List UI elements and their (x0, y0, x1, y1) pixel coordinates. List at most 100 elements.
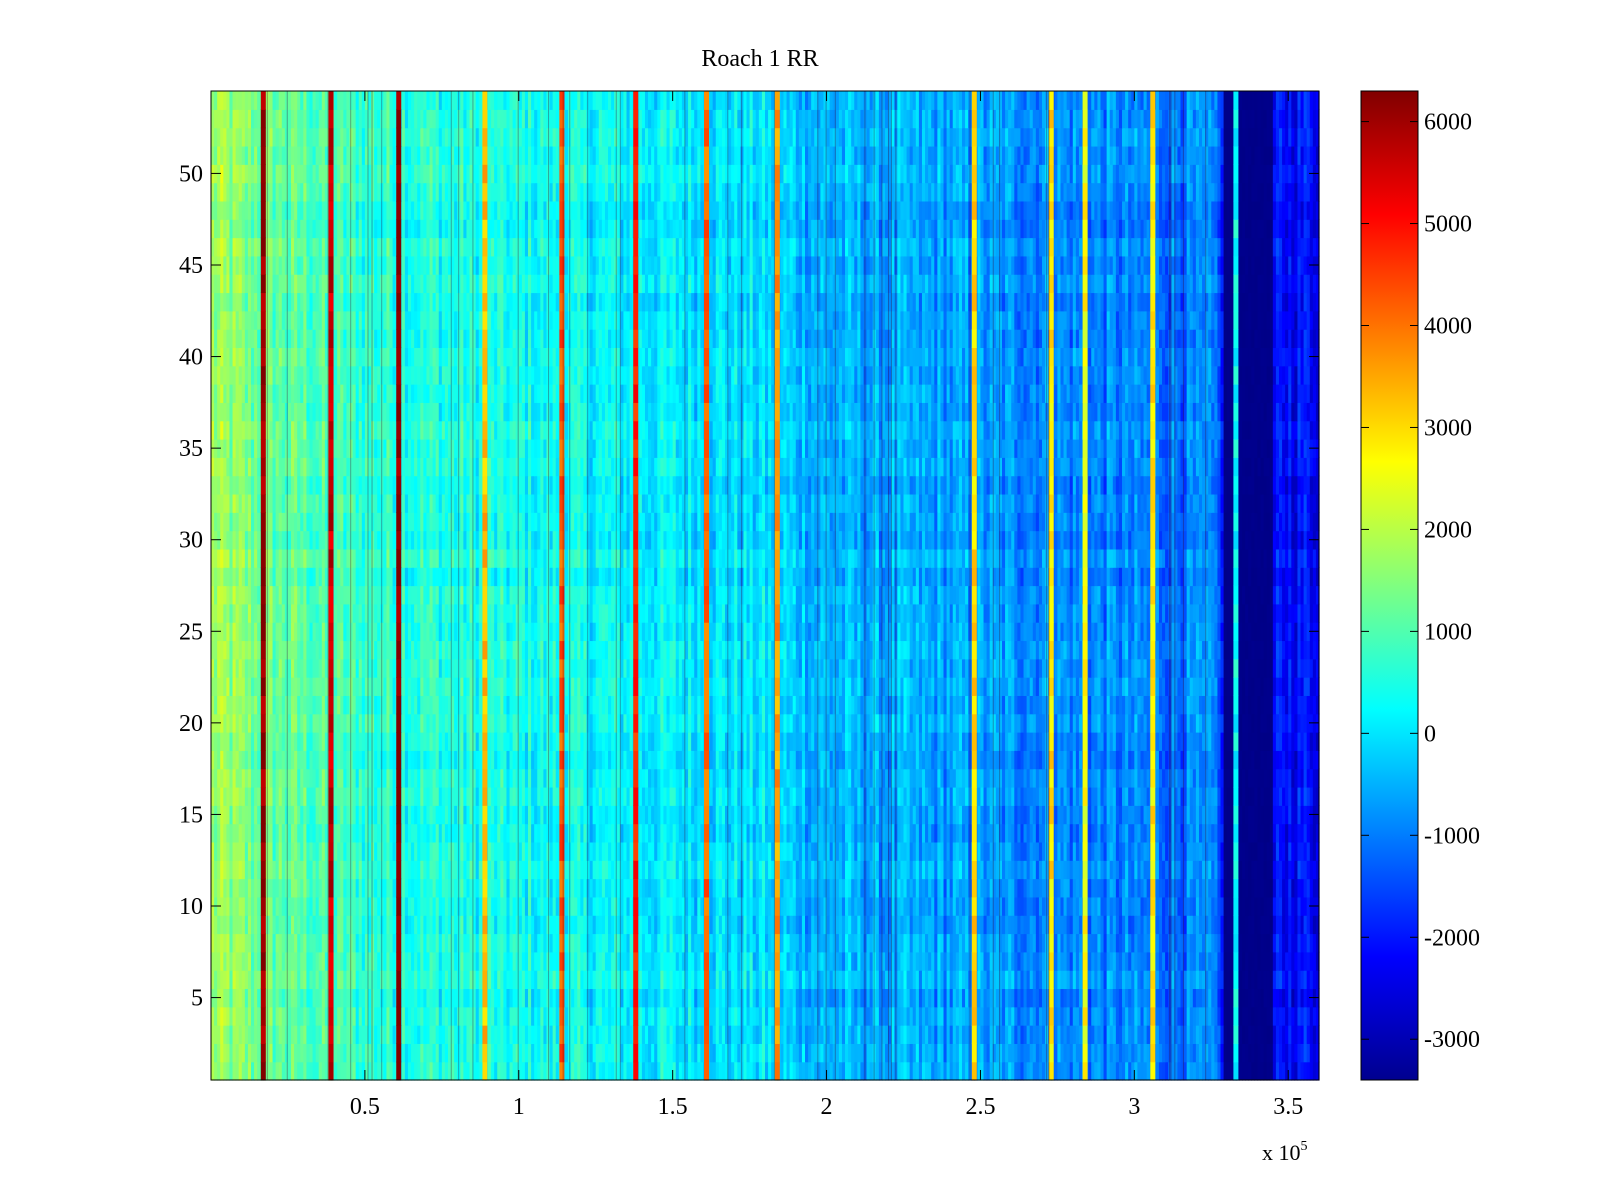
heatmap-cell (740, 1006, 745, 1026)
heatmap-cell (743, 1025, 748, 1044)
heatmap-cell (755, 1025, 760, 1044)
heatmap-cell (848, 1043, 852, 1063)
heatmap-cell (392, 1061, 397, 1081)
heatmap-cell (1288, 1061, 1292, 1081)
heatmap-cell (528, 1006, 532, 1026)
heatmap-cell (257, 1043, 261, 1063)
heatmap-cell (820, 1006, 825, 1026)
heatmap-cell (417, 1025, 421, 1044)
heatmap-cell (731, 1025, 735, 1044)
heatmap-cell (918, 1025, 923, 1044)
heatmap-cell (266, 1061, 271, 1081)
heatmap-cell (503, 1061, 508, 1081)
heatmap-cell (1100, 1006, 1105, 1026)
heatmap-cell (958, 1006, 963, 1026)
heatmap-cell (728, 1006, 732, 1026)
heatmap-cell (472, 1006, 477, 1026)
heatmap-cell (444, 1025, 449, 1044)
heatmap-cell (1223, 1025, 1228, 1044)
heatmap-cell (1029, 1006, 1034, 1026)
heatmap-cell (1214, 1061, 1219, 1081)
heatmap-cell (438, 1025, 443, 1044)
heatmap-cell (623, 1043, 628, 1063)
heatmap-cell (1180, 1061, 1185, 1081)
heatmap-cell (728, 1025, 732, 1044)
heatmap-cell (814, 1043, 818, 1063)
heatmap-cell (540, 1061, 544, 1081)
heatmap-cell (509, 1025, 514, 1044)
heatmap-cell (937, 1025, 942, 1044)
heatmap-cell (287, 1043, 292, 1063)
heatmap-cell (885, 1025, 889, 1044)
heatmap-cell (746, 1025, 751, 1044)
heatmap-cell (998, 1043, 1003, 1063)
heatmap-cell (811, 1025, 815, 1044)
heatmap-cell (463, 1006, 468, 1026)
heatmap-cell (611, 1061, 615, 1081)
heatmap-cell (900, 1025, 905, 1044)
heatmap-cell (845, 1043, 849, 1063)
heatmap-cell (1162, 1025, 1166, 1044)
heatmap-cell (364, 1025, 369, 1044)
heatmap-cell (346, 1006, 351, 1026)
heatmap-cell (721, 1043, 726, 1063)
heatmap-cell (715, 1006, 720, 1026)
heatmap-cell (374, 1061, 378, 1081)
heatmap-cell (1300, 1061, 1305, 1081)
heatmap-cell (220, 1025, 224, 1044)
heatmap-cell (1260, 1025, 1265, 1044)
heatmap-cell (604, 1061, 609, 1081)
heatmap-cell (832, 1043, 837, 1063)
heatmap-cell (608, 1061, 612, 1081)
heatmap-cell (869, 1043, 874, 1063)
heatmap-cell (1035, 1025, 1040, 1044)
heatmap-cell (306, 1006, 311, 1026)
heatmap-cell (601, 1043, 606, 1063)
heatmap-cell (414, 1006, 418, 1026)
heatmap-cell (546, 1025, 551, 1044)
heatmap-cell (731, 1061, 735, 1081)
heatmap-cell (275, 1061, 280, 1081)
heatmap-cell (995, 1061, 1000, 1081)
heatmap-cell (928, 1025, 932, 1044)
heatmap-cell (992, 1043, 997, 1063)
heatmap-cell (697, 1006, 701, 1026)
heatmap-cell (1263, 1061, 1268, 1081)
heatmap-cell (765, 1006, 769, 1026)
heatmap-cell (254, 1025, 258, 1044)
heatmap-cell (983, 1006, 988, 1026)
heatmap-cell (297, 1061, 301, 1081)
heatmap-cell (620, 1025, 625, 1044)
heatmap-cell (392, 1006, 397, 1026)
heatmap-cell (358, 1043, 363, 1063)
heatmap-cell (1208, 1025, 1212, 1044)
heatmap-cell (1060, 1006, 1065, 1026)
heatmap-cell (340, 1006, 344, 1026)
heatmap-cell (841, 1025, 846, 1044)
heatmap-cell (1202, 1061, 1206, 1081)
heatmap-cell (1263, 1025, 1268, 1044)
heatmap-cell (798, 1006, 803, 1026)
heatmap-cell (1054, 1043, 1058, 1063)
heatmap-cell (309, 1006, 314, 1026)
heatmap-cell (903, 1061, 908, 1081)
heatmap-cell (644, 1061, 649, 1081)
heatmap-cell (666, 1043, 671, 1063)
heatmap-cell (909, 1006, 914, 1026)
heatmap-cell (229, 1025, 234, 1044)
heatmap-cell (386, 1025, 391, 1044)
heatmap-cell (934, 1025, 938, 1044)
heatmap-cell (1226, 1043, 1231, 1063)
heatmap-cell (488, 1006, 492, 1026)
heatmap-cells (211, 91, 1320, 1081)
heatmap-cell (312, 1061, 317, 1081)
heatmap-cell (749, 1006, 754, 1026)
heatmap-cell (814, 1025, 818, 1044)
heatmap-cell (835, 1025, 840, 1044)
heatmap-cell (697, 1043, 701, 1063)
heatmap-cell (872, 1025, 877, 1044)
heatmap-cell (866, 1061, 871, 1081)
heatmap-cell (623, 1025, 628, 1044)
heatmap-cell (851, 1043, 855, 1063)
heatmap-cell (1291, 1025, 1295, 1044)
